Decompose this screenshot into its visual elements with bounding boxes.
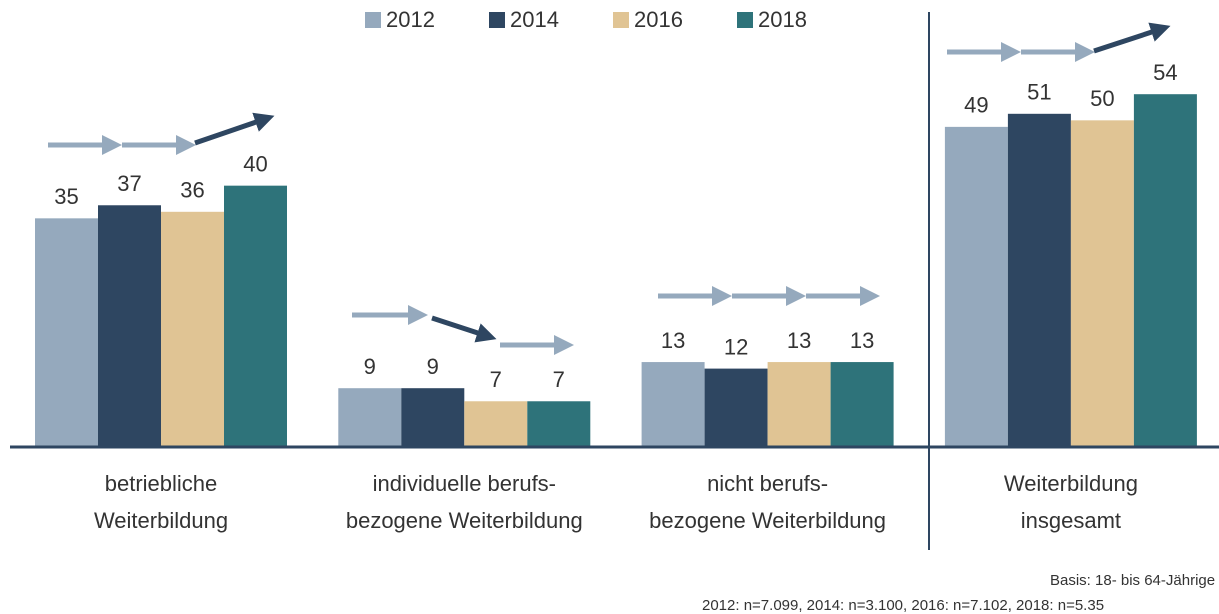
category-label: Weiterbildung insgesamt [1003, 471, 1138, 533]
category-label: betriebliche Weiterbildung [93, 471, 229, 533]
bar [704, 368, 768, 447]
value-label: 9 [427, 354, 439, 379]
legend-label: 2016 [634, 7, 683, 32]
bar [527, 401, 591, 447]
value-label: 13 [661, 328, 685, 353]
bar [401, 388, 465, 447]
value-label: 51 [1027, 80, 1051, 105]
legend-label: 2014 [510, 7, 559, 32]
value-label: 7 [553, 367, 565, 392]
category-label: nicht berufs- bezogene Weiterbildung [649, 471, 887, 533]
value-label: 54 [1153, 60, 1177, 85]
category-label: individuelle berufs- bezogene Weiterbild… [345, 471, 583, 533]
bar [1007, 113, 1071, 448]
bar [35, 218, 98, 447]
bar [767, 362, 831, 447]
value-label: 13 [787, 328, 811, 353]
value-label: 12 [724, 334, 748, 359]
value-label: 35 [54, 184, 78, 209]
bar [338, 388, 402, 447]
bar [464, 401, 528, 447]
value-label: 9 [364, 354, 376, 379]
bar [830, 362, 894, 447]
bar [641, 362, 705, 447]
value-label: 49 [964, 93, 988, 118]
footnote: 2012: n=7.099, 2014: n=3.100, 2016: n=7.… [702, 597, 1104, 614]
bar [98, 205, 161, 447]
footnote: Basis: 18- bis 64-Jährige [1050, 572, 1215, 589]
bar [161, 211, 224, 447]
legend-swatch [365, 12, 381, 28]
value-label: 7 [490, 367, 502, 392]
value-label: 13 [850, 328, 874, 353]
value-label: 40 [243, 151, 267, 176]
legend-swatch [489, 12, 505, 28]
bar [1070, 120, 1134, 447]
legend-swatch [613, 12, 629, 28]
bar [1133, 94, 1197, 447]
bar [224, 185, 287, 447]
value-label: 37 [117, 171, 141, 196]
legend-swatch [737, 12, 753, 28]
legend-label: 2012 [386, 7, 435, 32]
legend-label: 2018 [758, 7, 807, 32]
value-label: 36 [180, 178, 204, 203]
bar [944, 126, 1008, 447]
trend-arrows [48, 22, 1171, 355]
value-label: 50 [1090, 86, 1114, 111]
